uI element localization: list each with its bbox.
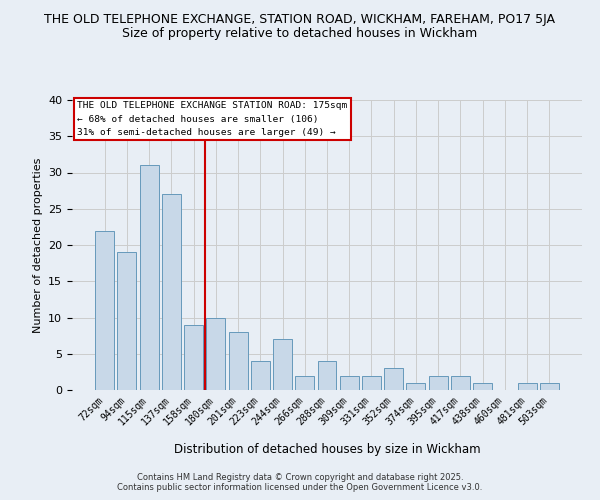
Bar: [184, 325, 203, 390]
Bar: [118, 252, 136, 390]
Bar: [406, 383, 425, 390]
Bar: [295, 376, 314, 390]
Bar: [251, 361, 270, 390]
Text: Contains HM Land Registry data © Crown copyright and database right 2025.: Contains HM Land Registry data © Crown c…: [137, 472, 463, 482]
Bar: [540, 383, 559, 390]
Text: Size of property relative to detached houses in Wickham: Size of property relative to detached ho…: [122, 28, 478, 40]
Bar: [317, 361, 337, 390]
Text: THE OLD TELEPHONE EXCHANGE, STATION ROAD, WICKHAM, FAREHAM, PO17 5JA: THE OLD TELEPHONE EXCHANGE, STATION ROAD…: [44, 12, 556, 26]
Text: Contains public sector information licensed under the Open Government Licence v3: Contains public sector information licen…: [118, 482, 482, 492]
Bar: [473, 383, 492, 390]
Bar: [273, 339, 292, 390]
Text: THE OLD TELEPHONE EXCHANGE STATION ROAD: 175sqm
← 68% of detached houses are sma: THE OLD TELEPHONE EXCHANGE STATION ROAD:…: [77, 102, 347, 137]
Bar: [362, 376, 381, 390]
Bar: [340, 376, 359, 390]
Bar: [95, 230, 114, 390]
Bar: [162, 194, 181, 390]
Bar: [229, 332, 248, 390]
Bar: [140, 165, 158, 390]
Text: Distribution of detached houses by size in Wickham: Distribution of detached houses by size …: [173, 442, 481, 456]
Bar: [451, 376, 470, 390]
Bar: [518, 383, 536, 390]
Y-axis label: Number of detached properties: Number of detached properties: [32, 158, 43, 332]
Bar: [429, 376, 448, 390]
Bar: [206, 318, 225, 390]
Bar: [384, 368, 403, 390]
